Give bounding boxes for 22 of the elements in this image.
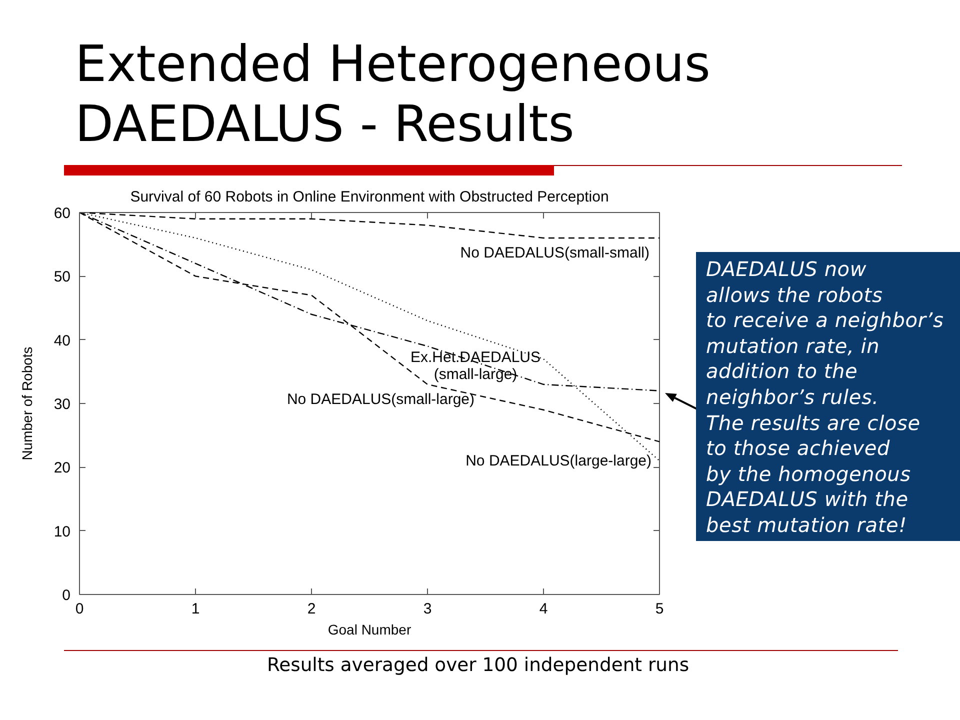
chart-title: Extended Heterogeneous DAEDALUS - Results	[75, 34, 710, 154]
x-tick-label: 0	[75, 600, 84, 618]
x-tick-label: 2	[307, 600, 316, 618]
text: DAEDALUS now allows the robots to receive a neighbor’s mutation rate, in addition to the neighbor’s rules. The results are close to those achieved by the homogenous DAEDALUS with the best mutation rate!	[706, 257, 944, 537]
y-tick-label: 50	[54, 268, 71, 286]
y-tick-label: 0	[62, 587, 70, 604]
x-tick-label: 3	[423, 600, 432, 618]
series-label: No DAEDALUS(small-large)	[286, 390, 475, 408]
x-axis-title: Goal Number	[328, 622, 412, 638]
y-tick-label: 30	[54, 396, 71, 413]
y-tick-label: 20	[54, 460, 71, 477]
text: Results averaged over 100 independent runs	[266, 655, 690, 677]
x-tick-label: 5	[655, 600, 664, 618]
x-tick-label: 1	[191, 600, 200, 618]
x-tick-label: 4	[539, 600, 548, 618]
y-tick-label: 40	[54, 332, 71, 350]
chart-subtitle: Survival of 60 Robots in Online Environment with Obstructed Perception	[130, 188, 609, 206]
y-tick-label: 60	[54, 205, 71, 222]
y-axis-title: Number of Robots	[18, 346, 35, 460]
y-tick-label: 10	[54, 523, 71, 540]
series-label: No DAEDALUS(large-large)	[466, 452, 652, 470]
series-label: No DAEDALUS(small-small)	[460, 244, 650, 262]
